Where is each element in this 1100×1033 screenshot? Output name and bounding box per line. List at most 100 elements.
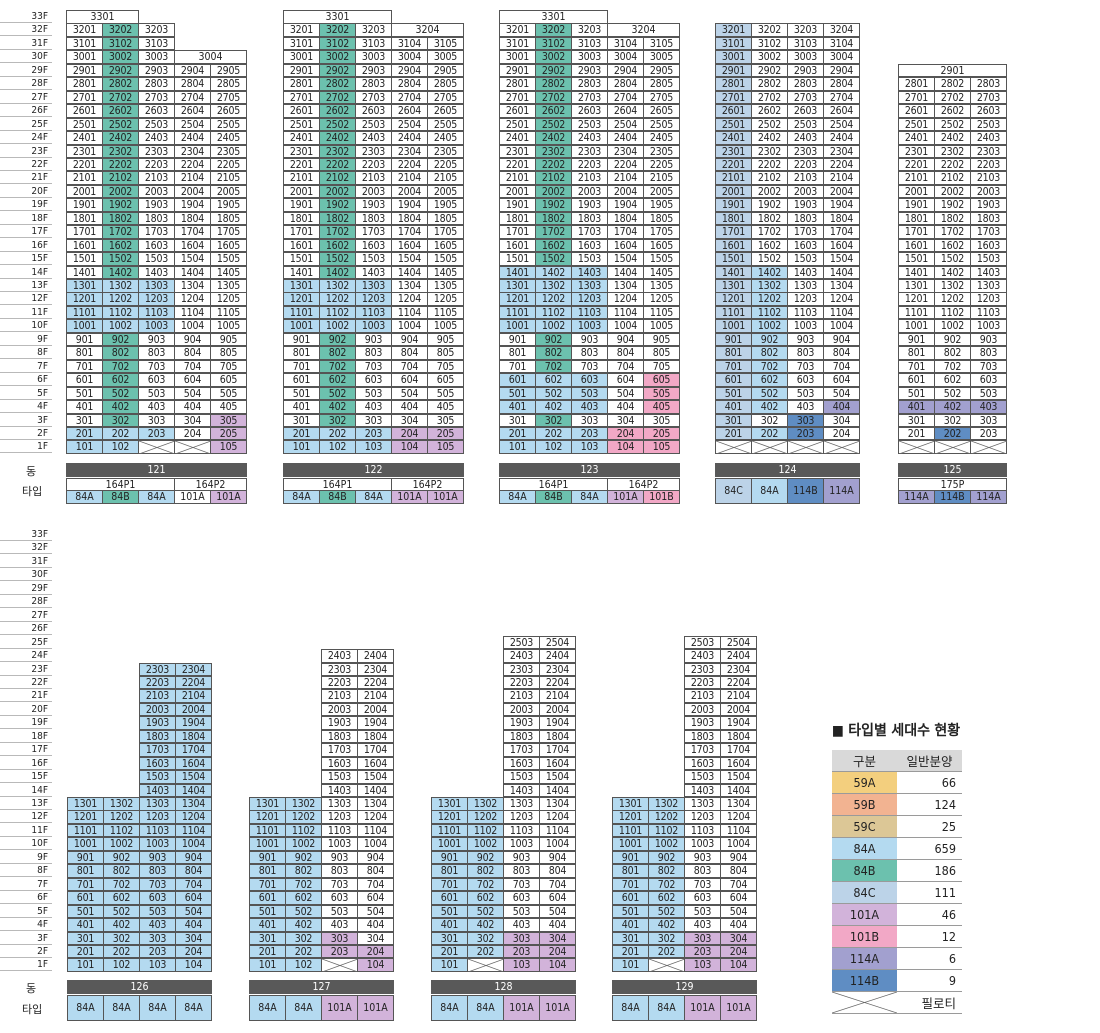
- unit-cell: 2703: [787, 90, 824, 105]
- unit-span-cell: 3204: [391, 23, 464, 37]
- unit-cell: 1704: [720, 743, 757, 757]
- unit-cell: 1104: [539, 823, 576, 838]
- unit-cell: 601: [249, 891, 286, 905]
- floor-label: 28F: [0, 77, 52, 91]
- unit-cell: 1604: [175, 756, 212, 771]
- unit-cell: 504: [174, 386, 211, 401]
- unit-cell: 1105: [210, 305, 247, 320]
- unit-cell: 302: [103, 931, 140, 945]
- unit-cell: 2602: [535, 104, 572, 118]
- unit-cell: 2402: [751, 131, 788, 145]
- unit-cell: 2204: [174, 157, 211, 172]
- unit-cell: 1904: [823, 198, 860, 212]
- unit-cell: 3203: [355, 23, 392, 37]
- unit-cell: 2404: [174, 131, 211, 145]
- unit-cell: 302: [648, 931, 685, 945]
- unit-cell: 2004: [357, 702, 394, 717]
- unit-cell: 303: [138, 413, 175, 427]
- unit-cell: 301: [67, 931, 104, 945]
- unit-cell: 2004: [720, 702, 757, 717]
- unit-cell: 1402: [319, 265, 356, 280]
- unit-cell: 303: [970, 413, 1007, 427]
- unit-cell: 2404: [720, 649, 757, 663]
- unit-cell: 2602: [934, 104, 971, 118]
- unit-cell: 1303: [787, 279, 824, 293]
- unit-cell: 2304: [539, 662, 576, 676]
- unit-cell: 301: [283, 413, 320, 427]
- unit-cell: 904: [823, 332, 860, 347]
- unit-cell: 1002: [648, 837, 685, 851]
- unit-cell: 1201: [499, 292, 536, 306]
- unit-cell: 202: [934, 426, 971, 441]
- unit-cell: 1503: [138, 252, 175, 266]
- unit-cell: 2503: [355, 117, 392, 132]
- unit-cell: 1503: [571, 252, 608, 266]
- unit-cell: 202: [102, 426, 139, 441]
- unit-cell: 1703: [138, 225, 175, 239]
- unit-cell: 3201: [66, 23, 103, 37]
- unit-cell: 1203: [139, 810, 176, 824]
- unit-cell: 2404: [391, 131, 428, 145]
- piloti-cell: [715, 440, 752, 455]
- unit-cell: 2502: [319, 117, 356, 132]
- unit-cell: 304: [720, 931, 757, 945]
- unit-cell: 2904: [174, 63, 211, 78]
- unit-cell: 1703: [503, 743, 540, 757]
- unit-cell: 701: [249, 877, 286, 892]
- unit-cell: 1204: [720, 810, 757, 824]
- unit-cell: 1004: [174, 319, 211, 333]
- unit-cell: 2801: [715, 77, 752, 91]
- unit-cell: 1403: [138, 265, 175, 280]
- unit-cell: 1201: [431, 810, 468, 824]
- unit-cell: 902: [319, 332, 356, 347]
- unit-cell: 1204: [607, 292, 644, 306]
- type-cell: 101A: [321, 995, 358, 1021]
- unit-cell: 2103: [321, 689, 358, 703]
- piloti-x-icon: [935, 441, 971, 455]
- dong-number: 126: [67, 980, 212, 994]
- unit-cell: 2101: [66, 171, 103, 185]
- unit-cell: 1803: [355, 211, 392, 226]
- unit-cell: 903: [355, 332, 392, 347]
- unit-cell: 201: [715, 426, 752, 441]
- unit-cell: 901: [612, 850, 649, 865]
- unit-cell: 1404: [823, 265, 860, 280]
- unit-cell: 305: [643, 413, 680, 427]
- unit-cell: 904: [174, 332, 211, 347]
- unit-cell: 305: [427, 413, 464, 427]
- unit-cell: 2102: [319, 171, 356, 185]
- unit-cell: 2202: [535, 157, 572, 172]
- unit-cell: 901: [249, 850, 286, 865]
- unit-cell: 1303: [684, 797, 721, 811]
- unit-cell: 1503: [787, 252, 824, 266]
- type-cell: 84A: [103, 995, 140, 1021]
- unit-cell: 2303: [571, 144, 608, 158]
- unit-cell: 2705: [210, 90, 247, 105]
- unit-cell: 803: [787, 346, 824, 360]
- type-cell: 84A: [139, 995, 176, 1021]
- unit-cell: 3002: [535, 50, 572, 64]
- unit-cell: 1804: [391, 211, 428, 226]
- unit-cell: 2203: [571, 157, 608, 172]
- unit-cell: 1101: [898, 305, 935, 320]
- unit-cell: 3105: [643, 36, 680, 51]
- unit-cell: 2403: [503, 649, 540, 663]
- unit-cell: 604: [607, 373, 644, 387]
- unit-cell: 702: [467, 877, 504, 892]
- unit-cell: 1705: [427, 225, 464, 239]
- unit-cell: 2505: [427, 117, 464, 132]
- unit-cell: 803: [138, 346, 175, 360]
- unit-cell: 2904: [391, 63, 428, 78]
- type-cell: 84A: [431, 995, 468, 1021]
- unit-cell: 1305: [210, 279, 247, 293]
- unit-cell: 405: [210, 400, 247, 414]
- legend-piloti-row: 필로티: [832, 991, 962, 1014]
- unit-cell: 1204: [175, 810, 212, 824]
- unit-cell: 2203: [503, 675, 540, 690]
- floor-label: 13F: [0, 797, 52, 810]
- unit-cell: 2105: [210, 171, 247, 185]
- unit-span-cell: 3204: [607, 23, 680, 37]
- dong-number: 122: [283, 463, 464, 477]
- unit-cell: 801: [66, 346, 103, 360]
- unit-cell: 1703: [970, 225, 1007, 239]
